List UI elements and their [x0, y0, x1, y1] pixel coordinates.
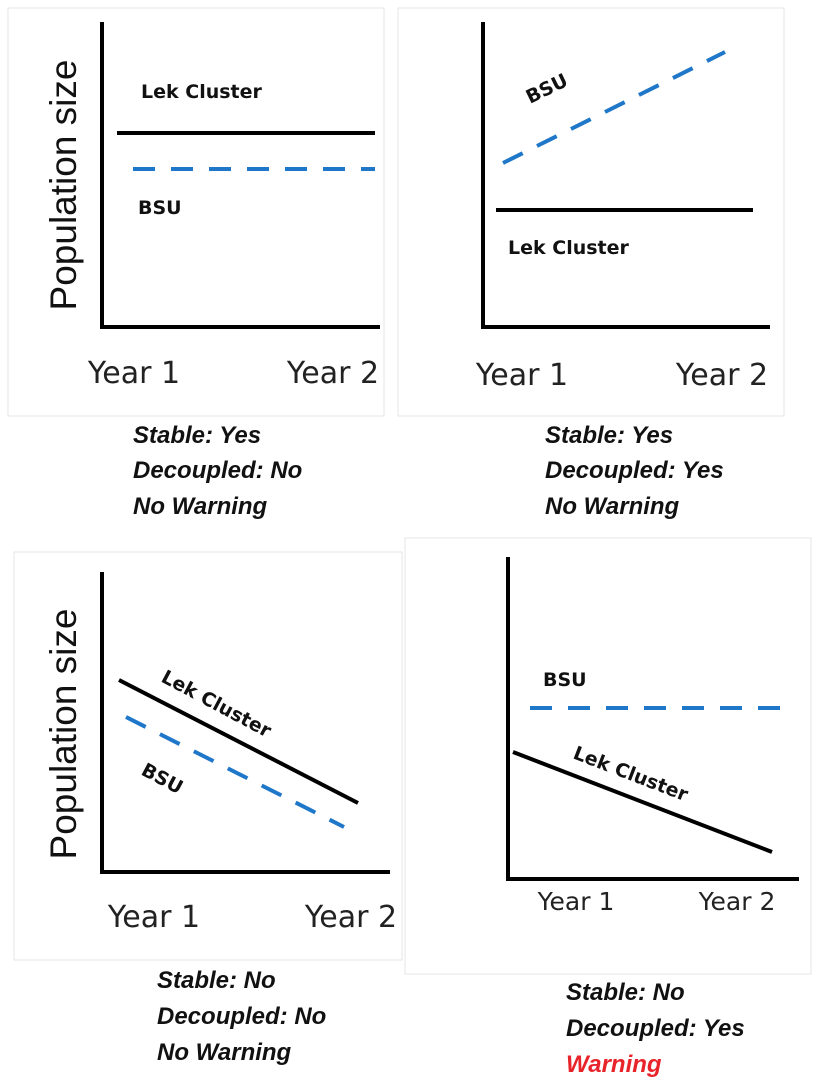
caption-decoupled: Decoupled: No [133, 457, 302, 484]
panel-frame [7, 7, 385, 417]
caption: Stable: Yes Decoupled: Yes No Warning [545, 422, 724, 520]
lek-cluster-line [512, 750, 773, 854]
caption-stable: Stable: Yes [545, 422, 673, 449]
panel-frame [404, 537, 812, 975]
panel-stable-decoupled: BSU Lek Cluster Year 1 Year 2 Stable: Ye… [397, 7, 785, 520]
caption-stable: Stable: No [566, 979, 685, 1006]
x-tick-year-2: Year 2 [675, 358, 768, 393]
bsu-label: BSU [138, 197, 182, 219]
y-axis-label: Population size [43, 60, 84, 311]
caption-decoupled: Decoupled: No [157, 1003, 326, 1030]
panel-stable-coupled: Population size Lek Cluster BSU Year 1 Y… [7, 7, 385, 520]
lek-cluster-line [118, 678, 359, 805]
x-tick-year-1: Year 1 [537, 887, 615, 916]
caption: Stable: No Decoupled: Yes Warning [566, 979, 745, 1078]
caption: Stable: No Decoupled: No No Warning [157, 967, 326, 1066]
axes [506, 557, 799, 881]
panel-frame [13, 551, 403, 961]
caption: Stable: Yes Decoupled: No No Warning [133, 422, 302, 520]
caption-decoupled: Decoupled: Yes [545, 457, 724, 484]
panel-declining-decoupled: BSU Lek Cluster Year 1 Year 2 Stable: No… [404, 537, 812, 1078]
caption-warning-status: No Warning [157, 1039, 292, 1066]
caption-warning-status: Warning [566, 1051, 662, 1078]
axes [100, 22, 380, 329]
x-tick-year-2: Year 2 [698, 887, 776, 916]
caption-warning-status: No Warning [545, 493, 680, 520]
x-tick-year-2: Year 2 [286, 356, 379, 391]
x-tick-year-2: Year 2 [304, 900, 397, 935]
caption-stable: Stable: Yes [133, 422, 261, 449]
caption-stable: Stable: No [157, 967, 276, 994]
x-tick-year-1: Year 1 [107, 900, 200, 935]
x-tick-year-1: Year 1 [87, 356, 180, 391]
bsu-line [502, 50, 726, 165]
x-tick-year-1: Year 1 [475, 358, 568, 393]
lek-cluster-label: Lek Cluster [141, 81, 263, 103]
bsu-label: BSU [543, 669, 587, 691]
lek-cluster-label: Lek Cluster [508, 237, 630, 259]
panel-declining-coupled: Population size Lek Cluster BSU Year 1 Y… [13, 551, 403, 1066]
axes [100, 572, 390, 874]
bsu-line [125, 715, 345, 829]
axes [481, 22, 770, 329]
caption-warning-status: No Warning [133, 493, 268, 520]
caption-decoupled: Decoupled: Yes [566, 1015, 745, 1042]
y-axis-label: Population size [43, 609, 84, 860]
